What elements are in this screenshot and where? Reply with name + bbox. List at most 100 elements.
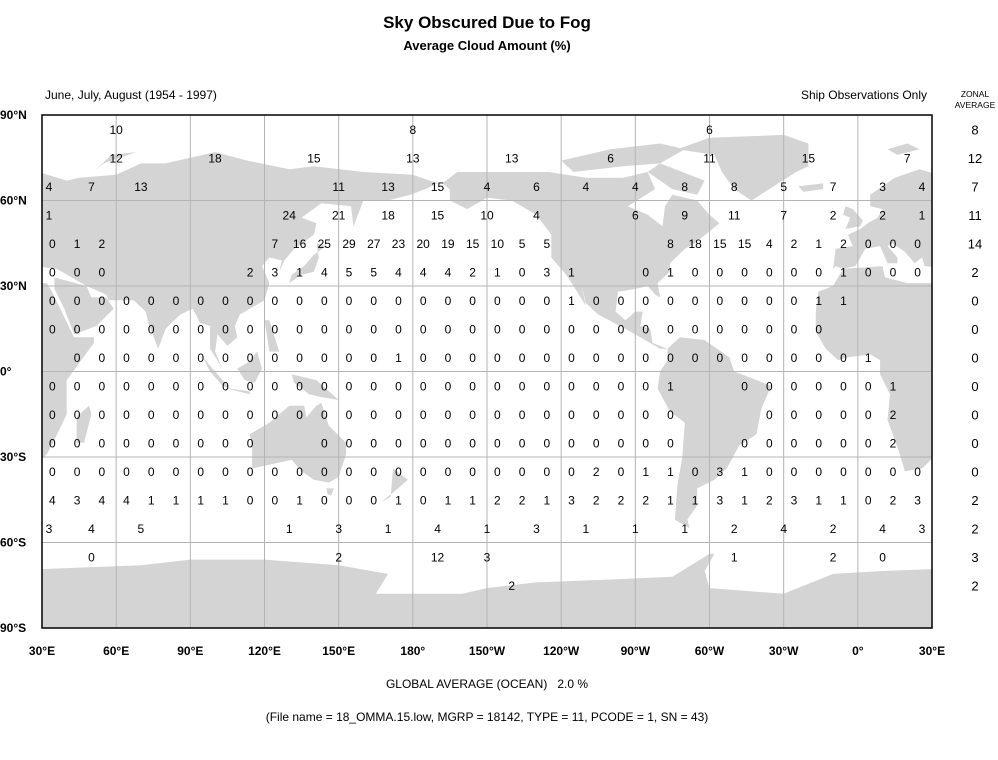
cell-value: 4 — [484, 180, 491, 194]
cell-value: 0 — [593, 379, 600, 393]
longitude-label: 150°W — [469, 644, 506, 658]
cell-value: 0 — [494, 408, 501, 422]
land-sumatra — [202, 357, 230, 389]
cell-value: 11 — [703, 151, 716, 165]
cell-value: 5 — [138, 522, 145, 536]
cell-value: 15 — [738, 237, 752, 251]
cell-value: 1 — [890, 379, 897, 393]
cell-value: 0 — [519, 322, 526, 336]
cell-value: 15 — [307, 151, 321, 165]
cell-value: 2 — [642, 493, 649, 507]
cell-value: 0 — [346, 493, 353, 507]
cell-value: 6 — [632, 208, 639, 222]
cell-value: 0 — [222, 351, 229, 365]
cell-value: 0 — [791, 465, 798, 479]
land-svalbard — [0, 144, 30, 155]
cell-value: 0 — [222, 465, 229, 479]
cell-value: 2 — [840, 237, 847, 251]
cell-value: 0 — [766, 351, 773, 365]
cell-value: 0 — [667, 294, 674, 308]
land-greenland — [677, 134, 809, 201]
cell-value: 0 — [791, 408, 798, 422]
cell-value: 1 — [667, 265, 674, 279]
cell-value: 0 — [370, 294, 377, 308]
cell-value: 0 — [568, 465, 575, 479]
cell-value: 0 — [593, 436, 600, 450]
cell-value: 2 — [519, 493, 526, 507]
latitude-label: 60°S — [0, 536, 26, 550]
cell-value: 15 — [466, 237, 480, 251]
cell-value: 0 — [618, 465, 625, 479]
cell-value: 0 — [296, 294, 303, 308]
cell-value: 1 — [741, 465, 748, 479]
cell-value: 1 — [583, 522, 590, 536]
zonal-average-value: 14 — [968, 236, 982, 251]
cell-value: 0 — [173, 408, 180, 422]
cell-value: 0 — [766, 294, 773, 308]
cell-value: 0 — [98, 379, 105, 393]
cell-value: 0 — [469, 379, 476, 393]
cell-value: 0 — [469, 294, 476, 308]
cell-value: 23 — [392, 237, 406, 251]
cell-value: 0 — [197, 436, 204, 450]
cell-value: 0 — [222, 408, 229, 422]
zonal-average-value: 0 — [971, 293, 978, 308]
cell-value: 0 — [519, 351, 526, 365]
cell-value: 0 — [618, 379, 625, 393]
cell-value: 0 — [420, 351, 427, 365]
longitude-label: 30°W — [769, 644, 799, 658]
cell-value: 0 — [98, 265, 105, 279]
longitude-label: 120°W — [543, 644, 580, 658]
cell-value: 0 — [296, 408, 303, 422]
cell-value: 3 — [879, 180, 886, 194]
cell-value: 5 — [780, 180, 787, 194]
cell-value: 4 — [434, 522, 441, 536]
cell-value: 0 — [272, 493, 279, 507]
cell-value: 0 — [692, 322, 699, 336]
cell-value: 0 — [815, 408, 822, 422]
cell-value: 0 — [222, 294, 229, 308]
zonal-average-value: 7 — [971, 179, 978, 194]
cell-value: 0 — [321, 379, 328, 393]
cell-value: 0 — [173, 465, 180, 479]
cell-value: 0 — [395, 465, 402, 479]
zonal-average-value: 0 — [971, 322, 978, 337]
cell-value: 0 — [247, 351, 254, 365]
cell-value: 0 — [519, 436, 526, 450]
source-note: Ship Observations Only — [801, 88, 927, 102]
cell-value: 2 — [890, 436, 897, 450]
cell-value: 0 — [420, 436, 427, 450]
cell-value: 1 — [681, 522, 688, 536]
cell-value: 2 — [593, 465, 600, 479]
cell-value: 0 — [123, 322, 130, 336]
cell-value: 0 — [890, 265, 897, 279]
cell-value: 2 — [618, 493, 625, 507]
longitude-label: 30°E — [919, 644, 945, 658]
cell-value: 2 — [830, 550, 837, 564]
land-borneo — [237, 351, 262, 383]
cell-value: 3 — [914, 493, 921, 507]
cell-value: 1 — [815, 237, 822, 251]
cell-value: 0 — [815, 351, 822, 365]
cell-value: 0 — [346, 379, 353, 393]
cell-value: 19 — [441, 237, 455, 251]
longitude-label: 0° — [852, 644, 864, 658]
cell-value: 0 — [890, 237, 897, 251]
cell-value: 0 — [272, 322, 279, 336]
cell-value: 0 — [741, 379, 748, 393]
cell-value: 4 — [88, 522, 95, 536]
cell-value: 0 — [543, 379, 550, 393]
cell-value: 0 — [642, 379, 649, 393]
cell-value: 0 — [197, 351, 204, 365]
cell-value: 3 — [717, 465, 724, 479]
cell-value: 0 — [815, 465, 822, 479]
cell-value: 0 — [890, 465, 897, 479]
land-new-guinea — [291, 374, 339, 400]
cell-value: 0 — [766, 465, 773, 479]
cell-value: 0 — [519, 379, 526, 393]
cell-value: 4 — [533, 208, 540, 222]
cell-value: 0 — [618, 322, 625, 336]
cell-value: 2 — [731, 522, 738, 536]
cell-value: 1 — [222, 493, 229, 507]
cell-values: 10 8 612 18 15 13 13 6 11 15 74 7 13 11 13 15 4 6 4 4 8 8 5 7 3 4… — [46, 123, 926, 593]
